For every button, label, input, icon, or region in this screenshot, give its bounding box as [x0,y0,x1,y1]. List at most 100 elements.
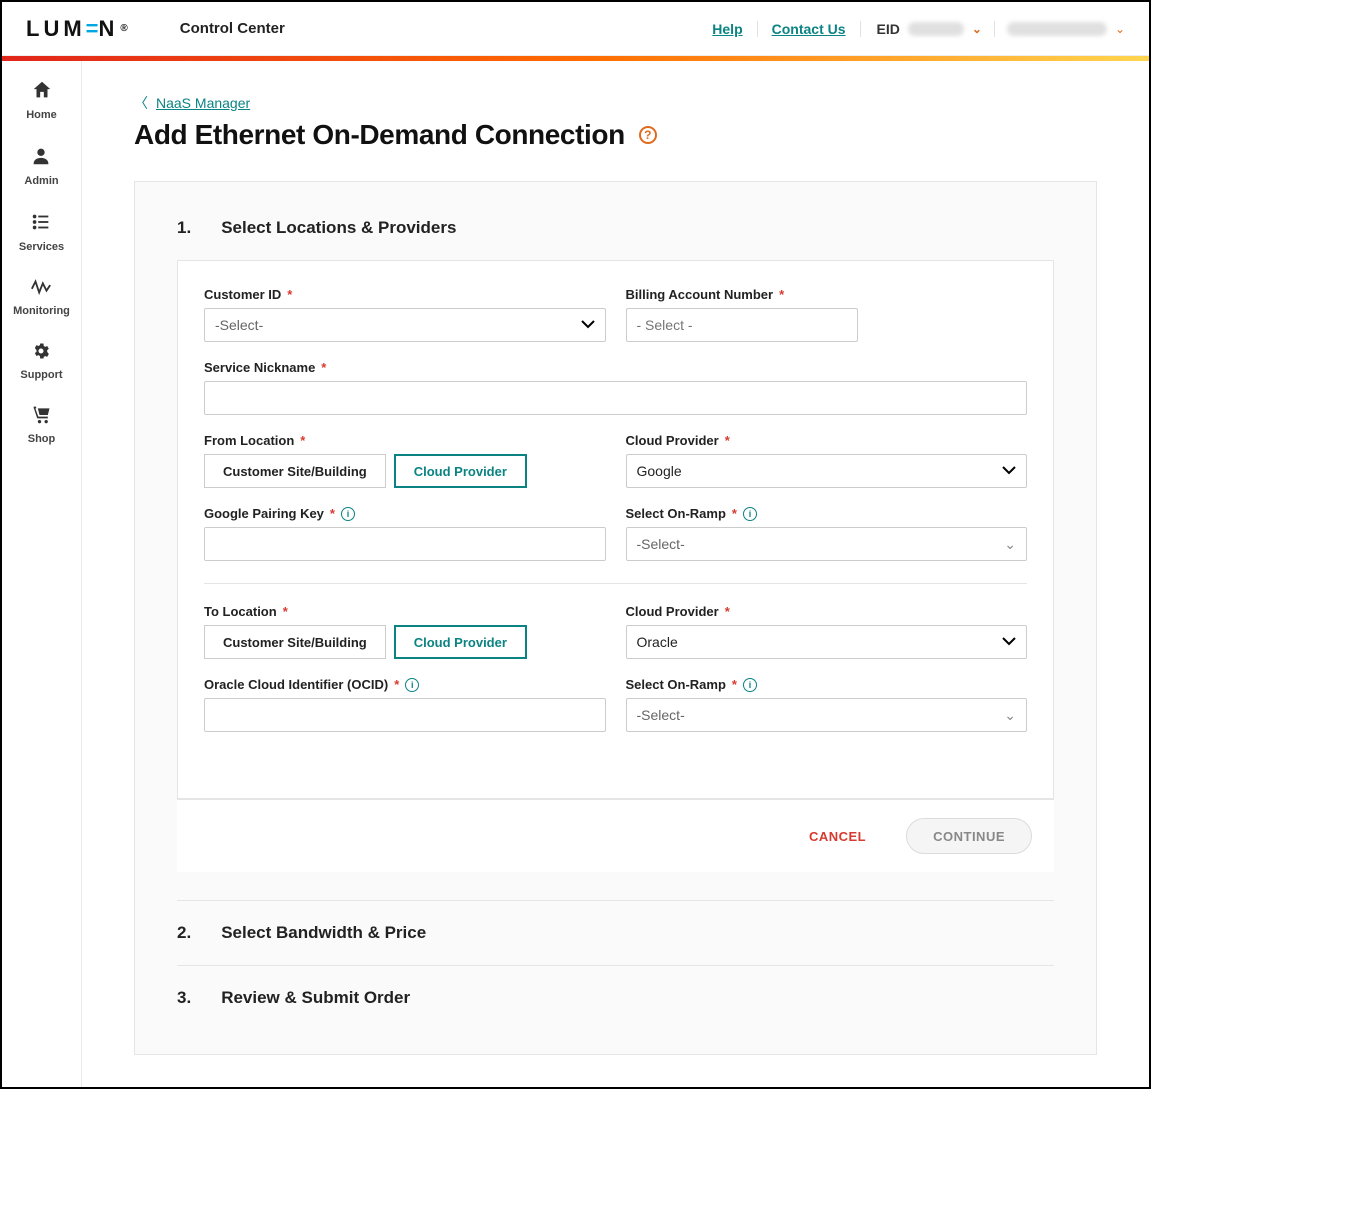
help-icon[interactable]: ? [639,126,657,144]
step-number: 2. [177,923,191,943]
customer-id-label: Customer ID* [204,287,606,302]
field-ocid: Oracle Cloud Identifier (OCID)* i [204,677,606,732]
header-title: Control Center [180,20,285,37]
onramp-to-label: Select On-Ramp* i [626,677,1028,692]
logo: LUM=N® [26,16,132,42]
sidebar-item-admin[interactable]: Admin [24,145,58,187]
onramp-from-label: Select On-Ramp* i [626,506,1028,521]
sidebar-item-label: Monitoring [13,305,70,317]
sidebar-item-home[interactable]: Home [26,79,57,121]
header: LUM=N® Control Center Help Contact Us EI… [2,2,1149,56]
select-value: -Select- [637,707,685,723]
monitoring-icon [30,277,52,301]
nickname-label: Service Nickname* [204,360,1027,375]
admin-icon [30,145,52,171]
user-value-redacted [1007,22,1107,36]
chevron-down-icon: ⌄ [972,22,982,36]
support-icon [31,341,51,365]
ocid-label: Oracle Cloud Identifier (OCID)* i [204,677,606,692]
cloud-provider-to-select[interactable]: Oracle [626,625,1028,659]
chevron-down-icon: ⌄ [1004,707,1016,724]
step-number: 3. [177,988,191,1008]
cloud-provider-from-select[interactable]: Google [626,454,1028,488]
info-icon[interactable]: i [743,678,757,692]
google-key-input[interactable] [204,527,606,561]
from-cloud-button[interactable]: Cloud Provider [394,454,527,488]
sidebar-item-support[interactable]: Support [20,341,62,381]
step-1-form: Customer ID* -Select- Billing [177,260,1054,799]
ban-input[interactable] [626,308,859,342]
chevron-down-icon [1002,464,1016,478]
field-from-location: From Location* Customer Site/Building Cl… [204,433,606,488]
services-icon [30,211,52,237]
from-location-label: From Location* [204,433,606,448]
from-site-button[interactable]: Customer Site/Building [204,454,386,488]
chevron-down-icon [581,318,595,332]
info-icon[interactable]: i [743,507,757,521]
field-onramp-from: Select On-Ramp* i -Select- ⌄ [626,506,1028,561]
eid-selector[interactable]: EID ⌄ [865,21,995,37]
field-cloud-provider-from: Cloud Provider* Google [626,433,1028,488]
field-to-location: To Location* Customer Site/Building Clou… [204,604,606,659]
field-ban: Billing Account Number* [626,287,1028,342]
to-site-button[interactable]: Customer Site/Building [204,625,386,659]
help-link[interactable]: Help [698,21,757,37]
shop-icon [31,405,53,429]
divider [204,583,1027,584]
onramp-from-select[interactable]: -Select- ⌄ [626,527,1028,561]
continue-button[interactable]: CONTINUE [906,818,1032,854]
step-2-header[interactable]: 2. Select Bandwidth & Price [177,900,1054,965]
cloud-provider-to-label: Cloud Provider* [626,604,1028,619]
cancel-button[interactable]: CANCEL [809,829,866,844]
page-title-row: Add Ethernet On-Demand Connection ? [134,119,1097,151]
sidebar-item-label: Shop [28,433,56,445]
sidebar-item-label: Admin [24,175,58,187]
chevron-down-icon [1002,635,1016,649]
chevron-down-icon: ⌄ [1115,22,1125,36]
chevron-left-icon[interactable]: 〈 [134,93,148,113]
info-icon[interactable]: i [405,678,419,692]
step-title: Review & Submit Order [221,988,410,1008]
body: Home Admin Services Monitoring [2,61,1149,1087]
to-location-toggle: Customer Site/Building Cloud Provider [204,625,606,659]
step-title: Select Locations & Providers [221,218,456,238]
step-1-header: 1. Select Locations & Providers [177,218,1054,238]
field-customer-id: Customer ID* -Select- [204,287,606,342]
info-icon[interactable]: i [341,507,355,521]
sidebar: Home Admin Services Monitoring [2,61,82,1087]
user-selector[interactable]: ⌄ [995,22,1125,36]
to-location-label: To Location* [204,604,606,619]
sidebar-item-services[interactable]: Services [19,211,64,253]
step-3-header[interactable]: 3. Review & Submit Order [177,965,1054,1030]
sidebar-item-shop[interactable]: Shop [28,405,56,445]
home-icon [31,79,53,105]
chevron-down-icon: ⌄ [1004,536,1016,553]
nickname-input[interactable] [204,381,1027,415]
main: 〈 NaaS Manager Add Ethernet On-Demand Co… [82,61,1149,1087]
select-value: -Select- [637,536,685,552]
row-to: To Location* Customer Site/Building Clou… [204,604,1027,659]
eid-value-redacted [908,22,964,36]
field-nickname: Service Nickname* [204,360,1027,415]
onramp-to-select[interactable]: -Select- ⌄ [626,698,1028,732]
contact-link[interactable]: Contact Us [758,21,861,37]
select-value: Oracle [637,634,678,650]
select-value: -Select- [215,317,263,333]
from-location-toggle: Customer Site/Building Cloud Provider [204,454,606,488]
page-title: Add Ethernet On-Demand Connection [134,119,625,151]
to-cloud-button[interactable]: Cloud Provider [394,625,527,659]
ocid-input[interactable] [204,698,606,732]
field-onramp-to: Select On-Ramp* i -Select- ⌄ [626,677,1028,732]
row-from-2: Google Pairing Key* i Select On-Ramp* i [204,506,1027,561]
google-key-label: Google Pairing Key* i [204,506,606,521]
select-value: Google [637,463,682,479]
ban-label: Billing Account Number* [626,287,1028,302]
wizard-panel: 1. Select Locations & Providers Customer… [134,181,1097,1055]
sidebar-item-label: Services [19,241,64,253]
sidebar-item-monitoring[interactable]: Monitoring [13,277,70,317]
breadcrumb-link[interactable]: NaaS Manager [156,95,250,111]
row-from: From Location* Customer Site/Building Cl… [204,433,1027,488]
cloud-provider-from-label: Cloud Provider* [626,433,1028,448]
field-cloud-provider-to: Cloud Provider* Oracle [626,604,1028,659]
customer-id-select[interactable]: -Select- [204,308,606,342]
